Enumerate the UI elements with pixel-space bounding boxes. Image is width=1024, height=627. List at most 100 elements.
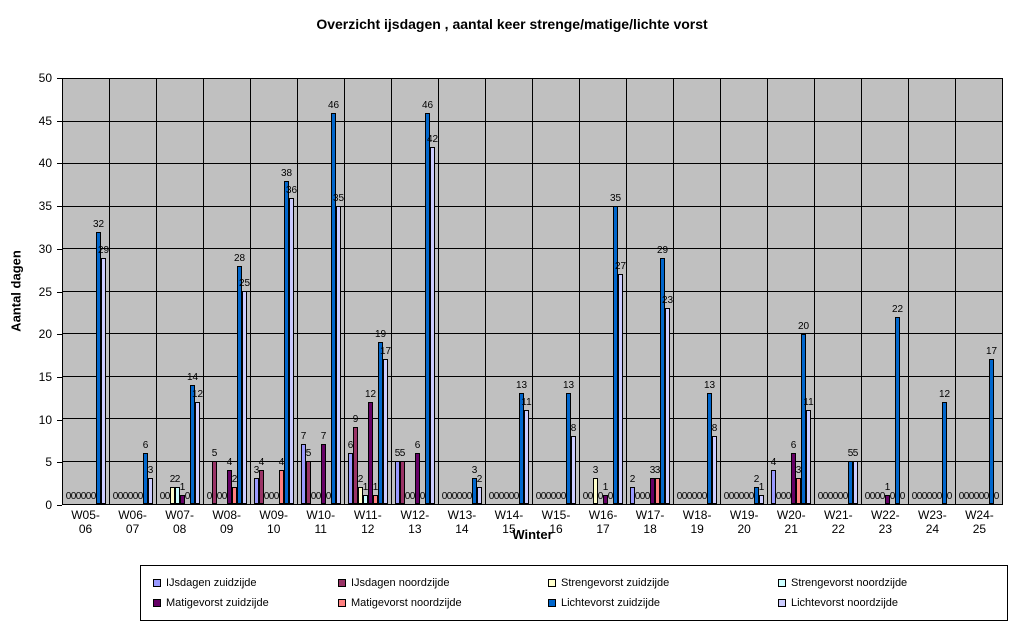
- y-tick-label: 10: [38, 412, 52, 427]
- bar-slot: 0: [729, 79, 735, 504]
- bar: [148, 478, 153, 504]
- bar-label: 0: [80, 491, 87, 502]
- bar-slot: 3: [593, 79, 598, 504]
- bar-label: 0: [560, 491, 567, 502]
- bar-label: 0: [634, 491, 641, 502]
- bar-slot: 28: [234, 79, 245, 504]
- bar-label: 27: [614, 261, 627, 272]
- y-tick-label: 45: [38, 113, 52, 128]
- bar-label: 0: [775, 491, 782, 502]
- bar-slot: 0: [964, 79, 970, 504]
- y-tick-mark-icon: [57, 163, 62, 165]
- x-category-line2: 16: [549, 521, 563, 536]
- bar-slot: 0: [687, 79, 693, 504]
- bar-slot: 7: [301, 79, 306, 504]
- bar-label: 0: [545, 491, 552, 502]
- bar: [348, 453, 353, 504]
- x-category-label: W06- 07: [109, 508, 156, 537]
- bar-slot: 0: [76, 79, 82, 504]
- bar-slot: 13: [704, 79, 715, 504]
- legend-item-label: Matigevorst zuidzijde: [166, 597, 269, 609]
- bar-label: 0: [216, 491, 223, 502]
- bar-label: 0: [911, 491, 918, 502]
- y-axis: 0 5 10 15 20 25 30 35 40 45 50: [0, 72, 62, 511]
- legend-item: Lichtevorst noordzijde: [778, 597, 995, 609]
- bar-slot: 0: [80, 79, 87, 504]
- x-category-label: W09- 10: [250, 508, 297, 537]
- x-category-label: W21- 22: [815, 508, 862, 537]
- bar-slot: 0: [692, 79, 698, 504]
- bar-slot: 1: [603, 79, 608, 504]
- bar-slot: 0: [457, 79, 463, 504]
- bar-slot: 0: [118, 79, 124, 504]
- bar-slot: 0: [206, 79, 213, 504]
- bar-label: 6: [347, 440, 354, 451]
- bar-label: 0: [446, 491, 453, 502]
- bar-slot: 0: [216, 79, 223, 504]
- bar-label: 0: [597, 491, 604, 502]
- bar-slot: 8: [712, 79, 717, 504]
- bar-slot: 0: [597, 79, 604, 504]
- legend-item: Lichtevorst zuidzijde: [548, 597, 778, 609]
- bar-group: 2 0 0 0 3 3 29 23: [627, 79, 674, 504]
- bar-group: 0 0 0 0 0 0 13 8: [674, 79, 721, 504]
- legend-item-label: Strengevorst noordzijde: [791, 577, 908, 589]
- bar-slot: 0: [734, 79, 740, 504]
- x-category-line1: W07-: [165, 508, 194, 522]
- bar-slot: 3: [650, 79, 655, 504]
- bar: [232, 487, 237, 504]
- x-category-line1: W06-: [118, 508, 147, 522]
- legend-marker-icon: [338, 579, 346, 587]
- bar-label: 4: [258, 457, 265, 468]
- bar-label: 11: [521, 397, 532, 408]
- y-tick-label: 50: [38, 71, 52, 85]
- bar-slot: 1: [885, 79, 890, 504]
- bar-slot: 0: [702, 79, 708, 504]
- bar-slot: 5: [848, 79, 853, 504]
- x-category-line2: 07: [125, 521, 140, 536]
- bar: [301, 444, 306, 504]
- bar-label: 0: [738, 491, 745, 502]
- legend-marker-icon: [153, 599, 161, 607]
- bar-slot: 0: [922, 79, 928, 504]
- bar-label: 0: [864, 491, 871, 502]
- bar-slot: 1: [759, 79, 764, 504]
- bar-slot: 0: [509, 79, 515, 504]
- x-category-line2: 25: [972, 521, 987, 536]
- x-category-label: W16- 17: [580, 508, 627, 537]
- bar-label: 0: [874, 491, 881, 502]
- bar-label: 0: [159, 491, 166, 502]
- x-category-line2: 24: [925, 521, 940, 536]
- bar-label: 7: [320, 431, 327, 442]
- bar: [477, 487, 482, 504]
- x-category-line2: 18: [643, 521, 657, 536]
- legend-marker-icon: [778, 599, 786, 607]
- x-category-label: W15- 16: [532, 508, 579, 537]
- bar-label: 0: [466, 491, 473, 502]
- bar-label: 2: [174, 474, 181, 485]
- bar-label: 0: [644, 491, 651, 502]
- bar-slot: 1: [373, 79, 378, 504]
- bar: [358, 487, 363, 504]
- bar-label: 0: [879, 491, 886, 502]
- bar-slot: 0: [113, 79, 119, 504]
- x-category-line2: 22: [831, 521, 845, 536]
- legend-item: Strengevorst zuidzijde: [548, 577, 778, 589]
- bar-label: 3: [471, 465, 478, 476]
- bar-label: 0: [122, 491, 129, 502]
- bar-slot: 4: [279, 79, 284, 504]
- bar: [353, 427, 358, 504]
- bar-label: 0: [206, 491, 213, 502]
- bar-slot: 32: [93, 79, 104, 504]
- bar: [415, 453, 420, 504]
- bar: [618, 274, 623, 504]
- bar-group: 5 5 0 0 6 0 46 42: [392, 79, 439, 504]
- bar-label: 25: [238, 278, 251, 289]
- bar-group: 0 0 0 0 0 0 17 0: [956, 79, 1002, 504]
- bar-label: 0: [936, 491, 943, 502]
- bar-slot: 0: [274, 79, 280, 504]
- bar: [806, 410, 811, 504]
- bar: [665, 308, 670, 504]
- bar-slot: 0: [677, 79, 683, 504]
- y-tick-mark-icon: [57, 419, 62, 421]
